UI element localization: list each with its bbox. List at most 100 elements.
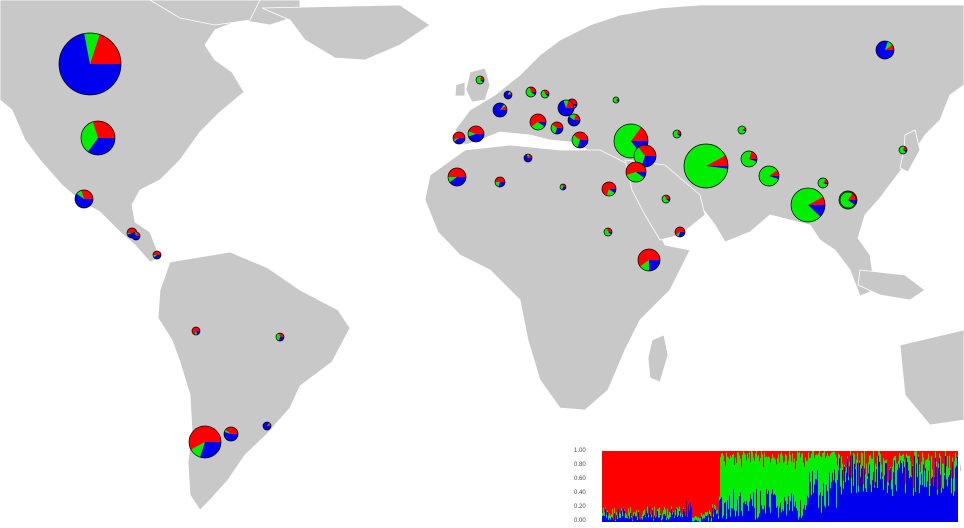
inset-bar-blue: [832, 472, 834, 522]
pie-outline: [817, 177, 829, 189]
pie-slice-red: [225, 427, 238, 434]
inset-bar-blue: [943, 488, 945, 522]
inset-bar-blue: [861, 468, 863, 522]
inset-bar-red: [852, 451, 854, 456]
pie-slice-red: [631, 127, 648, 141]
inset-bar-red: [655, 451, 657, 517]
inset-bar-blue: [710, 515, 712, 522]
inset-bar-red: [802, 451, 804, 454]
pie-slice-green: [613, 97, 619, 104]
inset-bar-red: [712, 451, 714, 505]
pie-slice-green: [531, 122, 545, 130]
inset-bar-blue: [739, 496, 741, 522]
inset-bar-red: [613, 451, 615, 520]
inset-bar-green: [883, 458, 885, 490]
inset-bar-blue: [919, 493, 921, 522]
pie-outline: [152, 250, 162, 260]
pie-slice-green: [267, 422, 271, 426]
inset-bar-green: [769, 457, 771, 508]
inset-bar-red: [841, 451, 843, 457]
inset-bar-green: [661, 518, 663, 521]
inset-bar-red: [645, 451, 647, 517]
pie-outline: [540, 89, 550, 99]
inset-bar-green: [810, 457, 812, 483]
inset-bar-green: [803, 463, 805, 509]
inset-bar-blue: [807, 495, 809, 522]
inset-bar-red: [742, 451, 744, 455]
inset-bar-red: [880, 451, 882, 455]
pie-outline: [452, 131, 466, 145]
pie-marker-portugal: [452, 131, 466, 145]
inset-bar-blue: [802, 515, 804, 522]
pie-slice-green: [759, 165, 779, 186]
inset-bar-blue: [934, 476, 936, 522]
pie-slice-red: [448, 168, 466, 177]
inset-bar-red: [892, 451, 894, 467]
inset-bar-green: [647, 506, 649, 514]
inset-bar-green: [752, 452, 754, 506]
inset-bar-green: [611, 514, 613, 518]
inset-bar-red: [769, 451, 771, 458]
inset-bar-blue: [880, 479, 882, 522]
inset-bar-blue: [609, 518, 611, 522]
inset-bar-red: [949, 451, 951, 456]
inset-bar-blue: [955, 467, 957, 522]
inset-bar-blue: [957, 456, 958, 522]
inset-bar-red: [853, 451, 855, 454]
inset-bar-red: [609, 451, 611, 514]
inset-bar-green: [861, 452, 863, 469]
inset-bar-green: [891, 479, 893, 490]
inset-bar-blue: [687, 516, 689, 522]
pie-marker-ethiopia: [637, 248, 661, 272]
inset-bar-red: [912, 451, 914, 465]
inset-bar-blue: [882, 478, 884, 522]
inset-bar-blue: [635, 516, 637, 522]
inset-bar-blue: [760, 490, 762, 522]
inset-bar-green: [795, 469, 797, 502]
pie-slice-blue: [706, 166, 728, 169]
inset-bar-red: [687, 451, 689, 517]
inset-bar-red: [809, 451, 811, 458]
inset-bar-blue: [900, 460, 902, 522]
inset-bar-blue: [804, 504, 806, 522]
inset-bar-green: [632, 519, 634, 521]
inset-bar-red: [884, 451, 886, 462]
pie-slice-red: [573, 132, 588, 140]
pie-slice-red: [543, 90, 549, 94]
inset-bar-blue: [644, 514, 646, 522]
pie-marker-nepal-bangladesh: [839, 191, 857, 209]
inset-bar-red: [736, 451, 738, 463]
pie-marker-arabia: [661, 194, 671, 204]
inset-bar-blue: [868, 473, 870, 522]
inset-y-tick: 0.20: [574, 504, 586, 510]
inset-bar-green: [881, 464, 883, 473]
inset-bar-red: [953, 451, 955, 479]
inset-bar-blue: [895, 484, 897, 522]
pie-marker-balkans-1: [557, 99, 575, 117]
inset-bar-green: [724, 461, 726, 504]
inset-bar-green: [620, 514, 622, 518]
inset-bar-blue: [848, 480, 850, 522]
inset-bar-blue: [711, 521, 713, 522]
inset-bar-blue: [775, 495, 777, 522]
inset-bar-red: [660, 451, 662, 515]
inset-bar-red: [948, 451, 950, 468]
inset-bar-red: [644, 451, 646, 510]
inset-bar-green: [837, 465, 839, 480]
pie-marker-yemen: [674, 226, 686, 238]
inset-bar-green: [904, 459, 906, 468]
inset-bar-red: [608, 451, 610, 516]
inset-bar-green: [668, 515, 670, 520]
inset-bar-red: [858, 451, 860, 486]
inset-bar-blue: [768, 490, 770, 522]
inset-bar-red: [918, 451, 920, 456]
inset-bar-green: [799, 451, 801, 517]
inset-bar-red: [804, 451, 806, 467]
inset-bar-green: [927, 458, 929, 482]
inset-bar-red: [738, 451, 740, 453]
pie-outline: [737, 125, 747, 135]
inset-bar-green: [736, 462, 738, 511]
inset-bar-red: [797, 451, 799, 452]
inset-bar-blue: [731, 508, 733, 522]
inset-bar-green: [655, 516, 657, 518]
